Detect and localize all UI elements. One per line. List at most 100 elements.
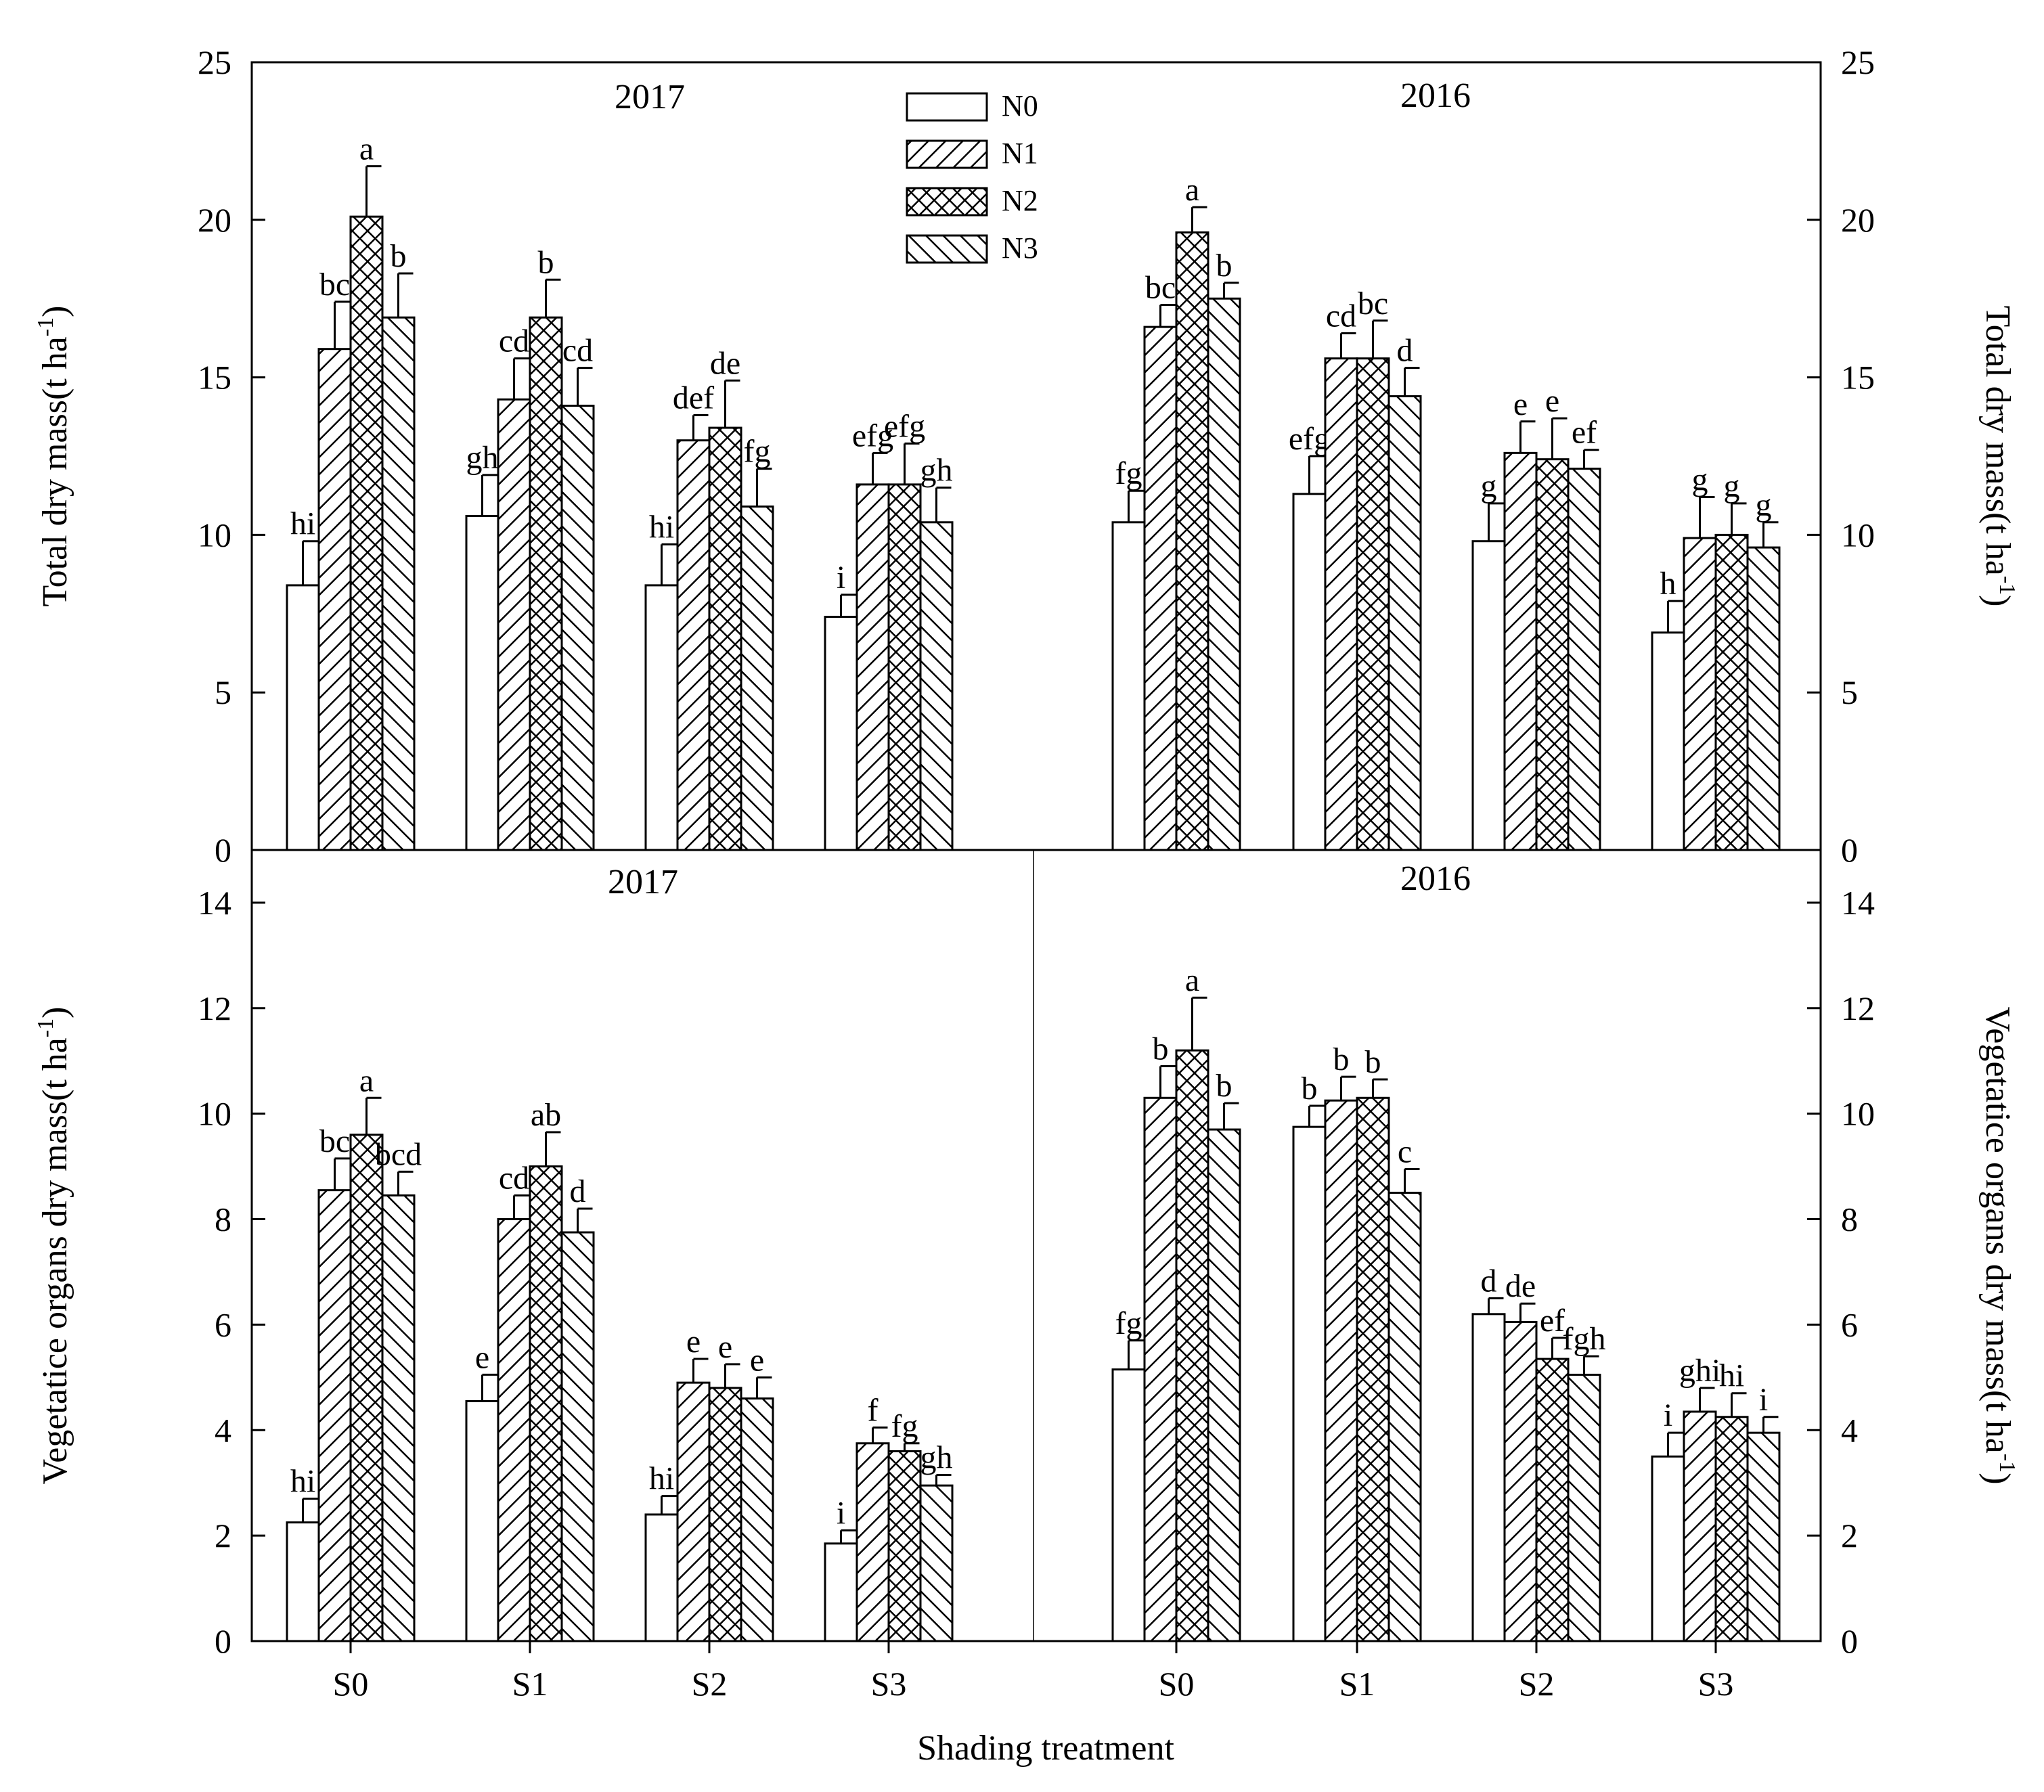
y-axis-title-bottom-2017: Vegetatice organs dry mass(t ha-1) bbox=[33, 1006, 74, 1484]
panel-title-top-2017: 2017 bbox=[615, 78, 685, 116]
significance-label: de bbox=[1505, 1268, 1536, 1304]
bar-bottom-2016-S0-N3 bbox=[1207, 1128, 1241, 1642]
y-tick-label: 15 bbox=[1841, 359, 1875, 397]
bar-bottom-2016-S0-N2 bbox=[1175, 1049, 1209, 1642]
y-tick-label: 2 bbox=[1841, 1517, 1858, 1554]
bar-top-2016-S1-N2 bbox=[1356, 357, 1390, 851]
bar-top-2016-S0-N3 bbox=[1207, 297, 1241, 851]
y-tick-label: 4 bbox=[1841, 1411, 1858, 1449]
y-tick-label: 14 bbox=[1841, 884, 1875, 922]
x-tick-label-S2: S2 bbox=[692, 1665, 728, 1703]
bar-bottom-2017-S1-N3 bbox=[560, 1231, 595, 1642]
y-tick-label: 0 bbox=[1841, 831, 1858, 869]
significance-label: h bbox=[1660, 566, 1676, 602]
y-tick-label: 15 bbox=[198, 359, 231, 397]
y-tick-label: 25 bbox=[1841, 43, 1875, 81]
y-tick-label: 20 bbox=[198, 201, 231, 239]
bar-bottom-2016-S3-N2 bbox=[1714, 1416, 1749, 1642]
significance-label: bc bbox=[319, 1123, 350, 1159]
significance-label: f bbox=[868, 1392, 879, 1428]
bar-top-2017-S3-N1 bbox=[856, 483, 890, 851]
y-tick-label: 20 bbox=[1841, 201, 1875, 239]
bar-bottom-2016-S1-N1 bbox=[1324, 1099, 1358, 1642]
significance-label: fg bbox=[891, 1408, 918, 1444]
bar-bottom-2016-S2-N3 bbox=[1567, 1373, 1601, 1642]
significance-label: gh bbox=[466, 440, 499, 476]
y-axis-title-bottom-2016: Vegetatice organs dry mass(t ha-1) bbox=[1978, 1006, 2020, 1484]
significance-label: d bbox=[1481, 1263, 1497, 1299]
significance-label: bc bbox=[1358, 286, 1388, 321]
y-tick-label: 4 bbox=[215, 1411, 231, 1449]
bar-bottom-2016-S1-N0 bbox=[1292, 1125, 1327, 1642]
bar-top-2016-S0-N2 bbox=[1175, 231, 1209, 851]
y-tick-label: 14 bbox=[198, 884, 231, 922]
y-tick-label: 2 bbox=[215, 1517, 231, 1554]
bar-top-2017-S0-N0 bbox=[286, 584, 320, 851]
significance-label: bcd bbox=[375, 1136, 422, 1172]
legend-swatch-N3 bbox=[906, 234, 988, 264]
bar-bottom-2016-S2-N2 bbox=[1535, 1358, 1570, 1642]
x-tick-label-S0: S0 bbox=[333, 1665, 369, 1703]
bar-top-2017-S0-N1 bbox=[317, 348, 352, 851]
significance-label: b bbox=[1365, 1044, 1381, 1080]
significance-label: d bbox=[570, 1173, 586, 1209]
y-tick-label: 8 bbox=[1841, 1201, 1858, 1238]
y-tick-label: 12 bbox=[198, 989, 231, 1027]
bar-bottom-2017-S0-N2 bbox=[349, 1134, 384, 1642]
legend-swatch-N2 bbox=[906, 187, 988, 217]
significance-label: def bbox=[673, 380, 714, 416]
significance-label: fgh bbox=[1563, 1321, 1606, 1357]
bar-bottom-2017-S1-N0 bbox=[465, 1399, 499, 1642]
y-tick-label: 6 bbox=[1841, 1305, 1858, 1343]
x-tick-label-S3: S3 bbox=[1698, 1665, 1734, 1703]
significance-label: e bbox=[750, 1342, 764, 1378]
significance-label: b bbox=[1216, 248, 1232, 284]
significance-label: de bbox=[710, 345, 740, 381]
panel-bottom-2017: 2017 0 2 4 6 8 10 12 14 Vegetatice organs dry mas… bbox=[33, 863, 954, 1703]
legend-label-N2: N2 bbox=[1002, 184, 1038, 217]
significance-label: g bbox=[1692, 462, 1708, 498]
significance-label: cd bbox=[1326, 298, 1356, 334]
y-tick-label: 10 bbox=[1841, 1095, 1875, 1133]
significance-label: a bbox=[1185, 962, 1199, 998]
bar-bottom-2016-S1-N3 bbox=[1387, 1192, 1422, 1642]
bar-top-2016-S2-N3 bbox=[1567, 468, 1601, 851]
significance-label: cd bbox=[499, 1160, 529, 1196]
legend-label-N3: N3 bbox=[1002, 231, 1038, 265]
y-tick-label: 8 bbox=[215, 1201, 231, 1238]
bar-bottom-2017-S1-N1 bbox=[497, 1218, 531, 1642]
y-axis-title-top-2016: Total dry mass(t ha-1) bbox=[1978, 306, 2020, 607]
x-axis-title: Shading treatment bbox=[917, 1729, 1174, 1768]
significance-label: b bbox=[391, 238, 407, 274]
significance-label: cd bbox=[499, 323, 529, 359]
bar-top-2016-S3-N0 bbox=[1651, 631, 1685, 851]
significance-label: b bbox=[1333, 1041, 1350, 1077]
significance-label: a bbox=[1185, 172, 1199, 208]
legend-label-N0: N0 bbox=[1002, 89, 1038, 122]
significance-label: g bbox=[1756, 487, 1772, 523]
y-tick-label: 5 bbox=[1841, 673, 1858, 711]
significance-label: e bbox=[718, 1329, 732, 1365]
bar-bottom-2017-S3-N2 bbox=[887, 1450, 922, 1642]
bar-top-2016-S0-N0 bbox=[1111, 521, 1146, 851]
panel-title-bottom-2017: 2017 bbox=[608, 863, 678, 901]
bar-bottom-2016-S3-N1 bbox=[1683, 1410, 1717, 1642]
significance-label: ef bbox=[1572, 415, 1597, 451]
y-tick-label: 0 bbox=[215, 831, 231, 869]
significance-label: b bbox=[1302, 1071, 1318, 1106]
bar-bottom-2017-S3-N0 bbox=[824, 1542, 858, 1642]
bar-top-2016-S2-N0 bbox=[1471, 540, 1506, 851]
bar-top-2017-S3-N0 bbox=[824, 615, 858, 851]
y-axis-title-top-2017: Total dry mass(t ha-1) bbox=[33, 306, 74, 607]
significance-label: e bbox=[475, 1339, 489, 1375]
significance-label: e bbox=[1513, 386, 1528, 422]
bar-top-2017-S1-N1 bbox=[497, 398, 531, 851]
significance-label: gh bbox=[920, 1440, 953, 1476]
significance-label: c bbox=[1398, 1134, 1412, 1169]
panel-title-top-2016: 2016 bbox=[1400, 76, 1471, 115]
y-tick-label: 10 bbox=[1841, 516, 1875, 554]
y-tick-label: 10 bbox=[198, 516, 231, 554]
bar-top-2017-S1-N0 bbox=[465, 514, 499, 851]
